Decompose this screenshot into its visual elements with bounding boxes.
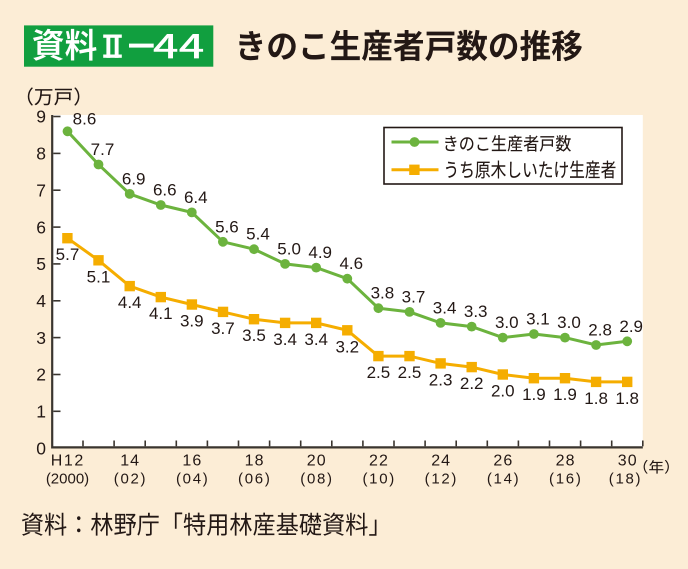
svg-text:3.1: 3.1 bbox=[526, 310, 550, 329]
svg-text:3.9: 3.9 bbox=[180, 312, 204, 331]
svg-text:(18): (18) bbox=[609, 471, 642, 488]
svg-text:7.7: 7.7 bbox=[91, 140, 115, 159]
svg-text:16: 16 bbox=[182, 453, 202, 470]
svg-text:3.3: 3.3 bbox=[464, 302, 488, 321]
svg-text:4.6: 4.6 bbox=[339, 254, 363, 273]
svg-text:18: 18 bbox=[245, 453, 265, 470]
svg-text:5.4: 5.4 bbox=[246, 225, 270, 244]
svg-text:7: 7 bbox=[36, 180, 46, 200]
svg-text:6: 6 bbox=[36, 217, 46, 237]
svg-text:1.9: 1.9 bbox=[553, 385, 577, 404]
svg-text:(12): (12) bbox=[425, 471, 458, 488]
svg-text:4: 4 bbox=[36, 291, 46, 311]
svg-text:4.4: 4.4 bbox=[118, 293, 142, 312]
svg-text:3.4: 3.4 bbox=[304, 330, 328, 349]
svg-text:28: 28 bbox=[556, 453, 576, 470]
svg-text:14: 14 bbox=[120, 453, 140, 470]
svg-text:6.4: 6.4 bbox=[184, 188, 208, 207]
svg-text:6.6: 6.6 bbox=[153, 181, 177, 200]
svg-text:5.6: 5.6 bbox=[215, 217, 239, 236]
svg-text:(10): (10) bbox=[362, 471, 395, 488]
svg-text:3.4: 3.4 bbox=[273, 330, 297, 349]
svg-text:3.5: 3.5 bbox=[242, 326, 266, 345]
svg-text:(08): (08) bbox=[300, 471, 333, 488]
svg-text:2.5: 2.5 bbox=[398, 363, 422, 382]
svg-text:3.8: 3.8 bbox=[371, 284, 395, 303]
svg-text:2.2: 2.2 bbox=[460, 374, 484, 393]
svg-text:3: 3 bbox=[36, 328, 46, 348]
svg-text:24: 24 bbox=[431, 453, 451, 470]
svg-text:2.0: 2.0 bbox=[491, 382, 515, 401]
svg-text:5.7: 5.7 bbox=[56, 245, 80, 264]
svg-text:3.0: 3.0 bbox=[495, 313, 519, 332]
svg-text:1.9: 1.9 bbox=[522, 385, 546, 404]
svg-text:2: 2 bbox=[36, 365, 46, 385]
svg-text:3.0: 3.0 bbox=[557, 313, 581, 332]
svg-text:20: 20 bbox=[307, 453, 327, 470]
svg-text:H12: H12 bbox=[51, 453, 85, 470]
svg-text:5: 5 bbox=[36, 254, 46, 274]
svg-text:(2000): (2000) bbox=[46, 471, 89, 488]
svg-text:1: 1 bbox=[36, 402, 46, 422]
svg-text:1.8: 1.8 bbox=[615, 389, 639, 408]
svg-text:3.4: 3.4 bbox=[433, 298, 457, 317]
svg-text:0: 0 bbox=[36, 438, 46, 458]
svg-text:2.9: 2.9 bbox=[619, 317, 643, 336]
svg-text:2.3: 2.3 bbox=[429, 370, 453, 389]
svg-text:8.6: 8.6 bbox=[73, 109, 97, 128]
svg-text:9: 9 bbox=[36, 107, 46, 127]
svg-text:8: 8 bbox=[36, 144, 46, 164]
svg-text:2.8: 2.8 bbox=[588, 321, 612, 340]
svg-text:1.8: 1.8 bbox=[584, 389, 608, 408]
svg-text:3.7: 3.7 bbox=[211, 319, 235, 338]
svg-text:4.9: 4.9 bbox=[308, 243, 332, 262]
svg-text:2.5: 2.5 bbox=[367, 363, 391, 382]
svg-text:4.1: 4.1 bbox=[149, 304, 173, 323]
svg-text:(04): (04) bbox=[176, 471, 209, 488]
svg-text:30: 30 bbox=[618, 453, 638, 470]
svg-text:5.1: 5.1 bbox=[87, 267, 111, 286]
svg-text:(16): (16) bbox=[549, 471, 582, 488]
svg-text:(02): (02) bbox=[114, 471, 147, 488]
svg-text:3.2: 3.2 bbox=[335, 337, 359, 356]
svg-text:(06): (06) bbox=[238, 471, 271, 488]
svg-text:(14): (14) bbox=[487, 471, 520, 488]
svg-text:26: 26 bbox=[493, 453, 513, 470]
svg-text:22: 22 bbox=[369, 453, 389, 470]
svg-text:3.7: 3.7 bbox=[402, 287, 426, 306]
svg-text:5.0: 5.0 bbox=[277, 239, 301, 258]
svg-text:6.9: 6.9 bbox=[122, 169, 146, 188]
